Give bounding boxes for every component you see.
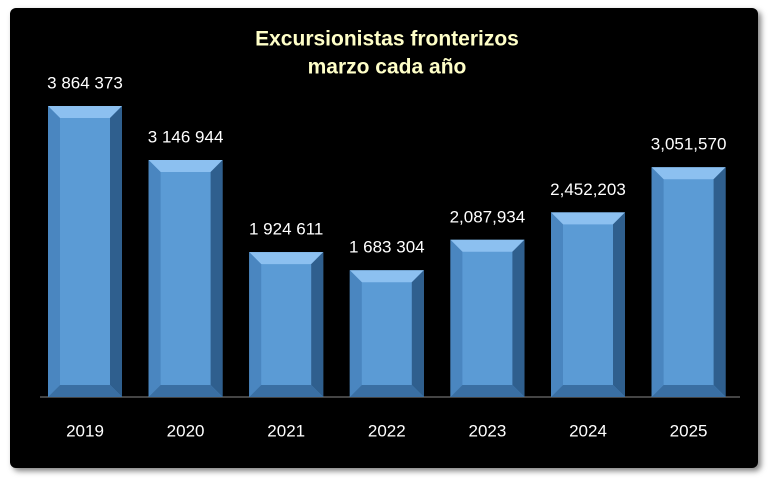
bar-bevel-top	[48, 106, 122, 118]
bar-bevel-right	[110, 106, 122, 397]
bar-bevel-left	[148, 160, 161, 397]
bar-bevel-left	[48, 106, 60, 397]
bar-bevel-left	[349, 270, 362, 397]
bar-bevel-right	[411, 270, 424, 397]
bar-bevel-right	[311, 252, 324, 397]
bar-group	[651, 167, 726, 397]
bar	[349, 270, 424, 397]
data-label: 3 864 373	[47, 73, 123, 92]
bar-group	[148, 160, 223, 397]
bar-group	[249, 252, 324, 397]
data-label: 1 924 611	[249, 220, 323, 239]
x-tick-label: 2024	[569, 421, 607, 440]
bar-bevel-top	[551, 212, 625, 225]
bar-bevel-left	[450, 239, 463, 397]
bar-bevel-top	[148, 160, 223, 173]
data-label: 3,051,570	[651, 135, 727, 154]
bar-bevel-top	[450, 239, 525, 252]
x-tick-label: 2020	[167, 421, 205, 440]
bar-bevel-left	[551, 212, 563, 397]
bar-bevel-bottom	[148, 385, 223, 397]
chart-subtitle: marzo cada año	[308, 56, 467, 79]
x-tick-label: 2019	[66, 421, 104, 440]
bar-group	[349, 270, 424, 397]
data-label: 2,087,934	[450, 207, 526, 226]
bar-bevel-bottom	[349, 385, 424, 397]
bar-group	[450, 239, 525, 397]
bar-bevel-top	[651, 167, 726, 180]
bar	[551, 212, 625, 397]
bar-bevel-bottom	[450, 385, 525, 397]
bar-bevel-left	[249, 252, 262, 397]
bar-bevel-bottom	[249, 385, 324, 397]
bar	[450, 239, 525, 397]
x-tick-label: 2021	[267, 421, 305, 440]
bar-bevel-right	[512, 239, 525, 397]
bar	[249, 252, 324, 397]
bar-bevel-top	[349, 270, 424, 283]
bar-bevel-right	[713, 167, 726, 397]
data-label: 3 146 944	[148, 128, 224, 147]
x-tick-label: 2025	[670, 421, 708, 440]
bar-bevel-bottom	[651, 385, 726, 397]
bar-bevel-top	[249, 252, 324, 265]
bar-bevel-right	[613, 212, 625, 397]
bar	[148, 160, 223, 397]
bar	[651, 167, 726, 397]
bar-group	[551, 212, 625, 397]
bar-bevel-bottom	[48, 385, 122, 397]
data-label: 2,452,203	[550, 180, 626, 199]
bar-group	[48, 106, 122, 397]
x-tick-label: 2023	[468, 421, 506, 440]
data-label: 1 683 304	[349, 238, 425, 257]
bar	[48, 106, 122, 397]
x-tick-label: 2022	[368, 421, 406, 440]
bar-bevel-bottom	[551, 385, 625, 397]
bar-bevel-left	[651, 167, 664, 397]
chart-title: Excursionistas fronterizos	[255, 28, 519, 51]
bar-bevel-right	[210, 160, 223, 397]
